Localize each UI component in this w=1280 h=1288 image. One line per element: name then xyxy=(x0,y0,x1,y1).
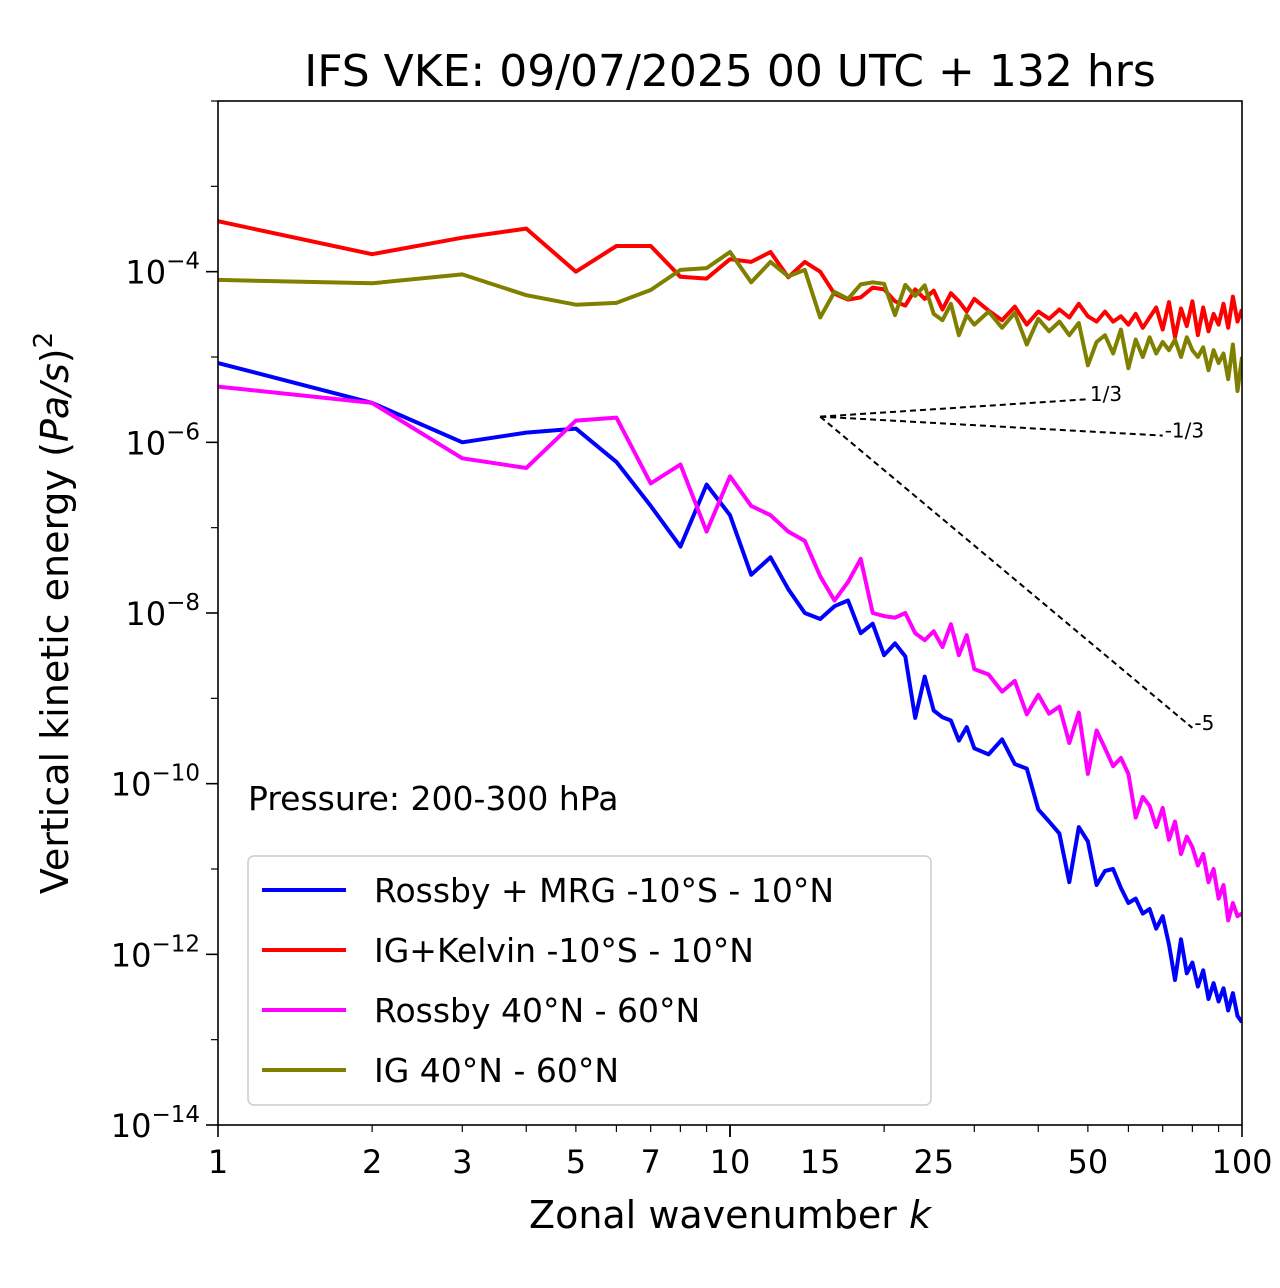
x-tick-label-5: 10 xyxy=(710,1143,751,1181)
y-tick-label-1: 10−6 xyxy=(125,419,200,462)
x-tick-label-6: 15 xyxy=(800,1143,841,1181)
x-axis-label-text: Zonal wavenumber xyxy=(529,1193,909,1237)
y-axis-label-italic: Pa/s xyxy=(33,363,77,442)
reference-line-label-0: 1/3 xyxy=(1090,382,1122,406)
x-tick-label-9: 100 xyxy=(1211,1143,1272,1181)
legend-label-1: IG+Kelvin -10°S - 10°N xyxy=(374,931,754,970)
y-axis-label-sup: 2 xyxy=(29,332,59,349)
series-line-1 xyxy=(218,219,1242,340)
reference-line-label-1: -1/3 xyxy=(1165,419,1204,443)
legend: Rossby + MRG -10°S - 10°N IG+Kelvin -10°S… xyxy=(247,855,932,1106)
legend-label-3: IG 40°N - 60°N xyxy=(374,1051,619,1090)
reference-lines: 1/3 -1/3 -5 xyxy=(819,382,1214,735)
y-tick-label-4: 10−12 xyxy=(111,931,200,974)
series-lines xyxy=(218,219,1242,1024)
x-tick-label-1: 2 xyxy=(362,1143,382,1181)
y-axis-label: Vertical kinetic energy (Pa/s)2 xyxy=(29,332,77,894)
chart-title: IFS VKE: 09/07/2025 00 UTC + 132 hrs xyxy=(304,46,1156,97)
y-axis: 10−4 10−6 10−8 10−10 10−12 10−14 xyxy=(111,100,218,1145)
series-line-0 xyxy=(218,361,1242,1024)
x-tick-label-4: 7 xyxy=(641,1143,661,1181)
series-line-3 xyxy=(218,250,1242,393)
reference-line-2 xyxy=(819,415,1194,729)
x-tick-label-8: 50 xyxy=(1068,1143,1109,1181)
x-tick-label-0: 1 xyxy=(208,1143,228,1181)
series-line-2 xyxy=(218,384,1242,923)
x-tick-label-3: 5 xyxy=(566,1143,586,1181)
y-tick-label-2: 10−8 xyxy=(125,590,200,633)
y-tick-label-0: 10−4 xyxy=(125,249,200,292)
y-axis-label-close: ) xyxy=(33,348,77,363)
legend-label-0: Rossby + MRG -10°S - 10°N xyxy=(374,871,834,910)
reference-line-0 xyxy=(820,398,1088,418)
x-tick-label-7: 25 xyxy=(913,1143,954,1181)
x-tick-label-2: 3 xyxy=(452,1143,472,1181)
reference-line-1 xyxy=(820,415,1163,437)
x-axis-label-italic: k xyxy=(909,1193,933,1237)
legend-label-2: Rossby 40°N - 60°N xyxy=(374,991,700,1030)
legend-box xyxy=(247,855,932,1106)
x-axis-label: Zonal wavenumber k xyxy=(529,1193,933,1237)
y-axis-label-text: Vertical kinetic energy ( xyxy=(33,442,77,894)
y-tick-label-5: 10−14 xyxy=(111,1102,200,1145)
pressure-annotation: Pressure: 200-300 hPa xyxy=(248,779,618,818)
x-axis: 1 2 3 5 7 10 15 25 50 100 xyxy=(208,1125,1273,1181)
y-tick-label-3: 10−10 xyxy=(111,761,200,804)
reference-line-label-2: -5 xyxy=(1194,711,1214,735)
